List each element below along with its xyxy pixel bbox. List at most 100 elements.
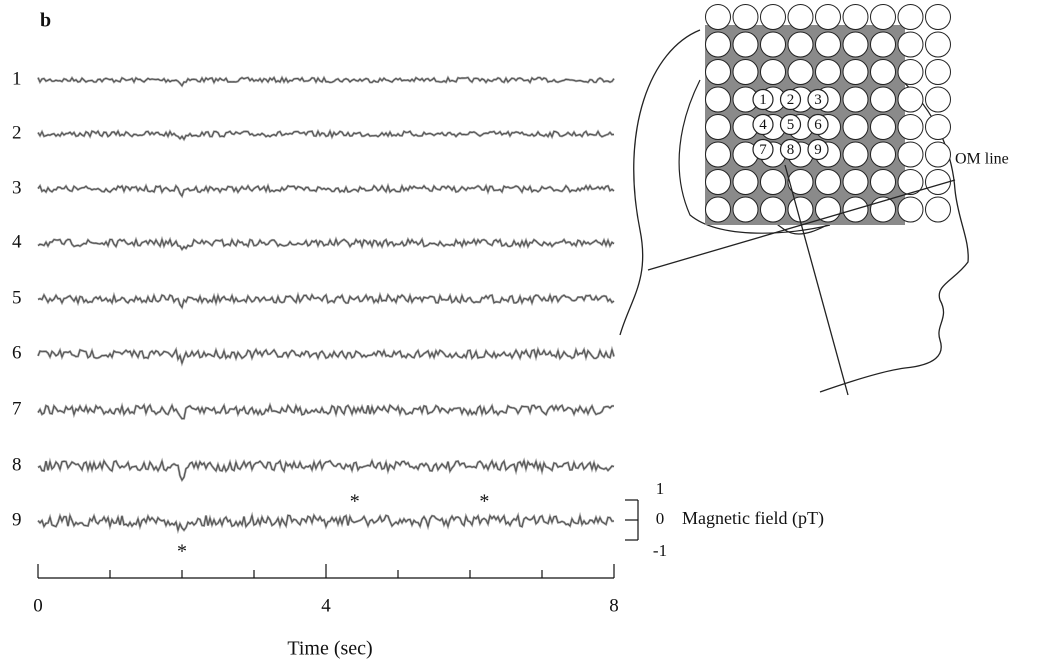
asterisk: * (479, 491, 489, 513)
tick-label: 4 (321, 595, 331, 616)
trace-core (37, 294, 615, 308)
sensor (870, 31, 896, 58)
sensor (925, 31, 951, 58)
sensor (842, 114, 869, 140)
sensor (732, 59, 759, 85)
sensor (897, 141, 924, 168)
trace (37, 291, 615, 310)
sensor-number: 3 (814, 92, 822, 108)
trace-core (37, 404, 614, 420)
sensor (870, 169, 896, 195)
sensor (897, 86, 924, 113)
sensor-number: 7 (759, 142, 767, 158)
scale-label: 1 (656, 479, 665, 498)
channel-label: 1 (12, 68, 22, 89)
numbered-sensor (779, 88, 802, 111)
sensor (925, 196, 951, 223)
sensor (870, 141, 896, 168)
sensor (705, 4, 731, 30)
sensor (870, 59, 896, 85)
numbered-sensor (752, 88, 774, 111)
tick-label: 8 (609, 595, 619, 616)
channel-label: 8 (12, 454, 22, 475)
sensor (870, 114, 896, 140)
om-line-label: OM line (955, 151, 1009, 168)
sensor-number: 6 (814, 117, 822, 133)
sensor (760, 31, 786, 58)
sensor (842, 169, 869, 195)
sensor (705, 114, 731, 140)
sensor (732, 4, 759, 30)
numbered-sensor (779, 113, 802, 136)
sensor (842, 31, 869, 58)
sensor (787, 169, 814, 195)
sensor (760, 4, 786, 30)
sensor (842, 59, 869, 85)
channel-label: 7 (12, 398, 22, 419)
sensor (787, 196, 814, 223)
trace-core (37, 130, 615, 140)
sensor (925, 169, 951, 195)
sensor (925, 114, 951, 140)
trace-core (37, 348, 615, 365)
trace-core (37, 459, 615, 481)
channel-label: 9 (12, 509, 22, 530)
sensor (925, 141, 951, 168)
sensor (760, 196, 786, 223)
sensor (897, 114, 924, 140)
sensor (787, 59, 814, 85)
sensor (925, 86, 951, 113)
sensor (705, 59, 731, 85)
sensor (787, 31, 814, 58)
sensor (787, 4, 814, 30)
sensor (815, 196, 841, 223)
sensor (815, 4, 841, 30)
channel-label: 5 (12, 287, 22, 308)
sensor (815, 169, 841, 195)
channel-label: 6 (12, 342, 22, 363)
asterisk: * (350, 491, 360, 513)
sensor (897, 31, 924, 58)
sensor (897, 169, 924, 195)
numbered-sensor (807, 138, 829, 161)
channel-label: 4 (12, 231, 22, 252)
sensor (815, 59, 841, 85)
axis-label: Time (sec) (287, 638, 372, 660)
sensor (705, 86, 731, 113)
sensor (870, 86, 896, 113)
tick-label: 0 (33, 595, 43, 616)
numbered-sensor (752, 138, 774, 161)
sensor (842, 86, 869, 113)
sensor (870, 4, 896, 30)
sensor-number: 4 (759, 117, 767, 133)
trace-core (37, 184, 615, 197)
sensor-number: 9 (814, 142, 822, 158)
numbered-sensor (779, 138, 802, 161)
sensor (705, 196, 731, 223)
sensor (815, 31, 841, 58)
asterisk: * (177, 541, 187, 563)
sensor (732, 31, 759, 58)
scale-label: -1 (653, 541, 667, 560)
sensor (732, 169, 759, 195)
numbered-sensor (807, 113, 829, 136)
sensor-number: 8 (787, 142, 795, 158)
sensor (705, 169, 731, 195)
trace-core (37, 76, 615, 87)
sensor (897, 59, 924, 85)
sensor (732, 196, 759, 223)
sensor (897, 4, 924, 30)
sensor (760, 59, 786, 85)
channel-label: 3 (12, 177, 22, 198)
sensor-number: 5 (787, 117, 795, 133)
sensor (842, 4, 869, 30)
sensor-number: 2 (787, 92, 795, 108)
scale-label: 0 (656, 509, 665, 528)
trace-core (37, 514, 615, 532)
trace-core (37, 238, 615, 250)
sensor (705, 141, 731, 168)
head-diagram: 1 2 3 4 5 6 7 8 9 (619, 4, 969, 396)
numbered-sensor (752, 113, 774, 136)
sensor (705, 31, 731, 58)
